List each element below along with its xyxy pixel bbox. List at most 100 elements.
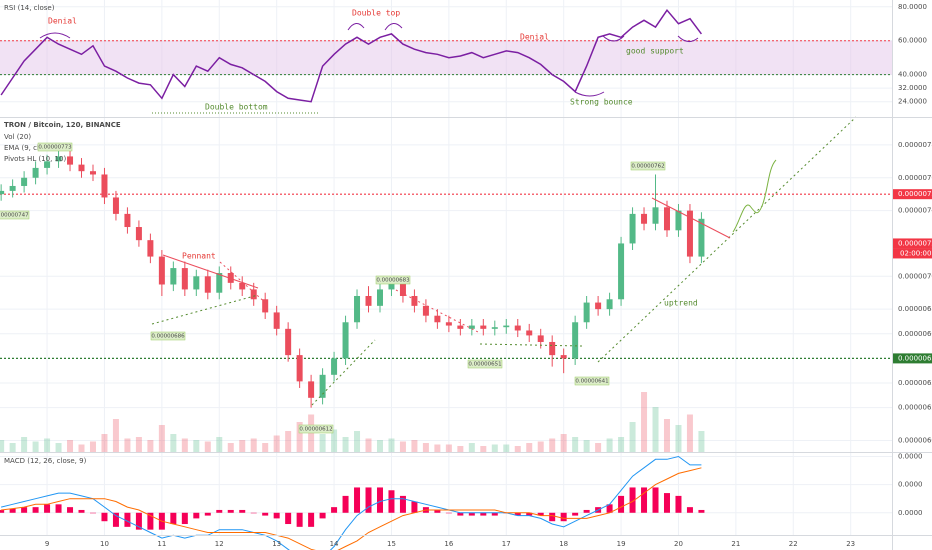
volume-bar (55, 443, 62, 452)
candle-body (652, 207, 659, 224)
candle-body (124, 213, 131, 228)
volume-bar (388, 438, 395, 452)
volume-bar (9, 443, 16, 452)
grid (0, 0, 892, 535)
volume-bar (354, 431, 361, 452)
volume-bar (78, 444, 85, 452)
y-tick-label: 0.0000 (898, 509, 923, 517)
macd-histogram-bar (21, 507, 28, 513)
macd-line (0, 455, 702, 550)
x-tick-label: 19 (617, 540, 626, 548)
volume-bar (445, 444, 452, 452)
macd-histogram-bar (331, 507, 338, 513)
candle-body (445, 322, 452, 326)
macd-histogram-bar (686, 507, 693, 513)
y-tick-label: 0.00000780 (898, 141, 932, 149)
x-tick-label: 13 (272, 540, 281, 548)
y-tick-label: 32.0000 (898, 84, 927, 92)
annotation: Double top (352, 9, 400, 18)
volume-bar (583, 440, 590, 452)
volume-bar (250, 438, 257, 452)
candle-body (491, 327, 498, 329)
y-tick-label: 0.0000 (898, 453, 923, 461)
pivot-box (0, 210, 30, 220)
legend-item: EMA (9, close) (4, 144, 54, 152)
annotation: good support (626, 47, 684, 56)
pivot-box (375, 275, 411, 285)
pivot-label: 0.00000651 (468, 362, 501, 368)
pivot-label: 0.00000641 (575, 379, 608, 385)
macd-histogram-bar (227, 509, 234, 513)
candle-body (560, 355, 567, 359)
volume-bar (434, 444, 441, 452)
candle-body (641, 213, 648, 224)
volume-bar (457, 446, 464, 452)
candle-body (193, 276, 200, 290)
volume-bar (285, 431, 292, 452)
candle-body (112, 197, 119, 214)
candle-body (44, 161, 51, 168)
candle-body (32, 167, 39, 178)
macd-histogram-bar (641, 487, 648, 513)
pivot-label: 0.00000747 (0, 213, 29, 219)
macd-histogram-bar (78, 509, 85, 513)
candle-body (514, 325, 521, 331)
volume-bar (526, 443, 533, 452)
volume-bar (491, 444, 498, 452)
signal-line (1, 467, 702, 550)
candle-body (181, 268, 188, 290)
macd-histogram-bar (549, 512, 556, 522)
volume-bar (514, 446, 521, 452)
annotation: uptrend (664, 299, 698, 308)
rsi-title: RSI (14, close) (4, 4, 55, 12)
volume-bar (560, 434, 567, 452)
y-tick-label: 60.0000 (898, 37, 927, 45)
volume-bar (686, 414, 693, 452)
macd-histogram-bar (101, 512, 108, 522)
macd-histogram-bar (204, 512, 211, 516)
plot (0, 8, 932, 550)
volume-bar (170, 434, 177, 452)
pivot-box (298, 424, 334, 434)
macd-histogram-bar (250, 512, 257, 514)
candle-body (388, 282, 395, 290)
macd-histogram-bar (618, 495, 625, 513)
candle-body (273, 312, 280, 329)
macd-histogram-bar (135, 512, 142, 530)
macd-histogram-bar (572, 512, 579, 516)
y-tick-label: 0.00000680 (898, 305, 932, 313)
volume-bar (89, 441, 96, 452)
volume-bar (365, 438, 372, 452)
legend-item: Vol (20) (4, 133, 31, 141)
candle-body (227, 273, 234, 283)
x-tick-label: 21 (731, 540, 740, 548)
volume-bar (468, 443, 475, 452)
volume-bar (331, 429, 338, 452)
candle-body (399, 282, 406, 296)
volume-bar (629, 422, 636, 452)
rsi-line (0, 8, 702, 103)
candle-body (89, 171, 96, 175)
y-tick-label: 0.00000700 (898, 272, 932, 280)
macd-histogram-bar (480, 512, 487, 516)
volume-bar (44, 438, 51, 452)
volume-bar (273, 435, 280, 452)
rsi-arc (574, 91, 605, 97)
annotation: Strong bounce (570, 98, 633, 107)
macd-histogram-bar (652, 487, 659, 513)
y-tick-label: 24.0000 (898, 98, 927, 106)
volume-bar (399, 441, 406, 452)
volume-bar (606, 438, 613, 452)
candle-body (595, 302, 602, 310)
x-tick-label: 23 (846, 540, 855, 548)
macd-histogram-bar (526, 512, 533, 516)
candle-body (158, 256, 165, 285)
candle-body (411, 295, 418, 306)
level-tag (893, 189, 932, 200)
annotation: Denial (520, 33, 549, 42)
volume-bar (537, 441, 544, 452)
pivot-label: 0.00000762 (631, 164, 664, 170)
legend-item: Pivots HL (10, 10) (4, 155, 66, 163)
macd-histogram-bar (354, 487, 361, 513)
projection (732, 159, 777, 233)
